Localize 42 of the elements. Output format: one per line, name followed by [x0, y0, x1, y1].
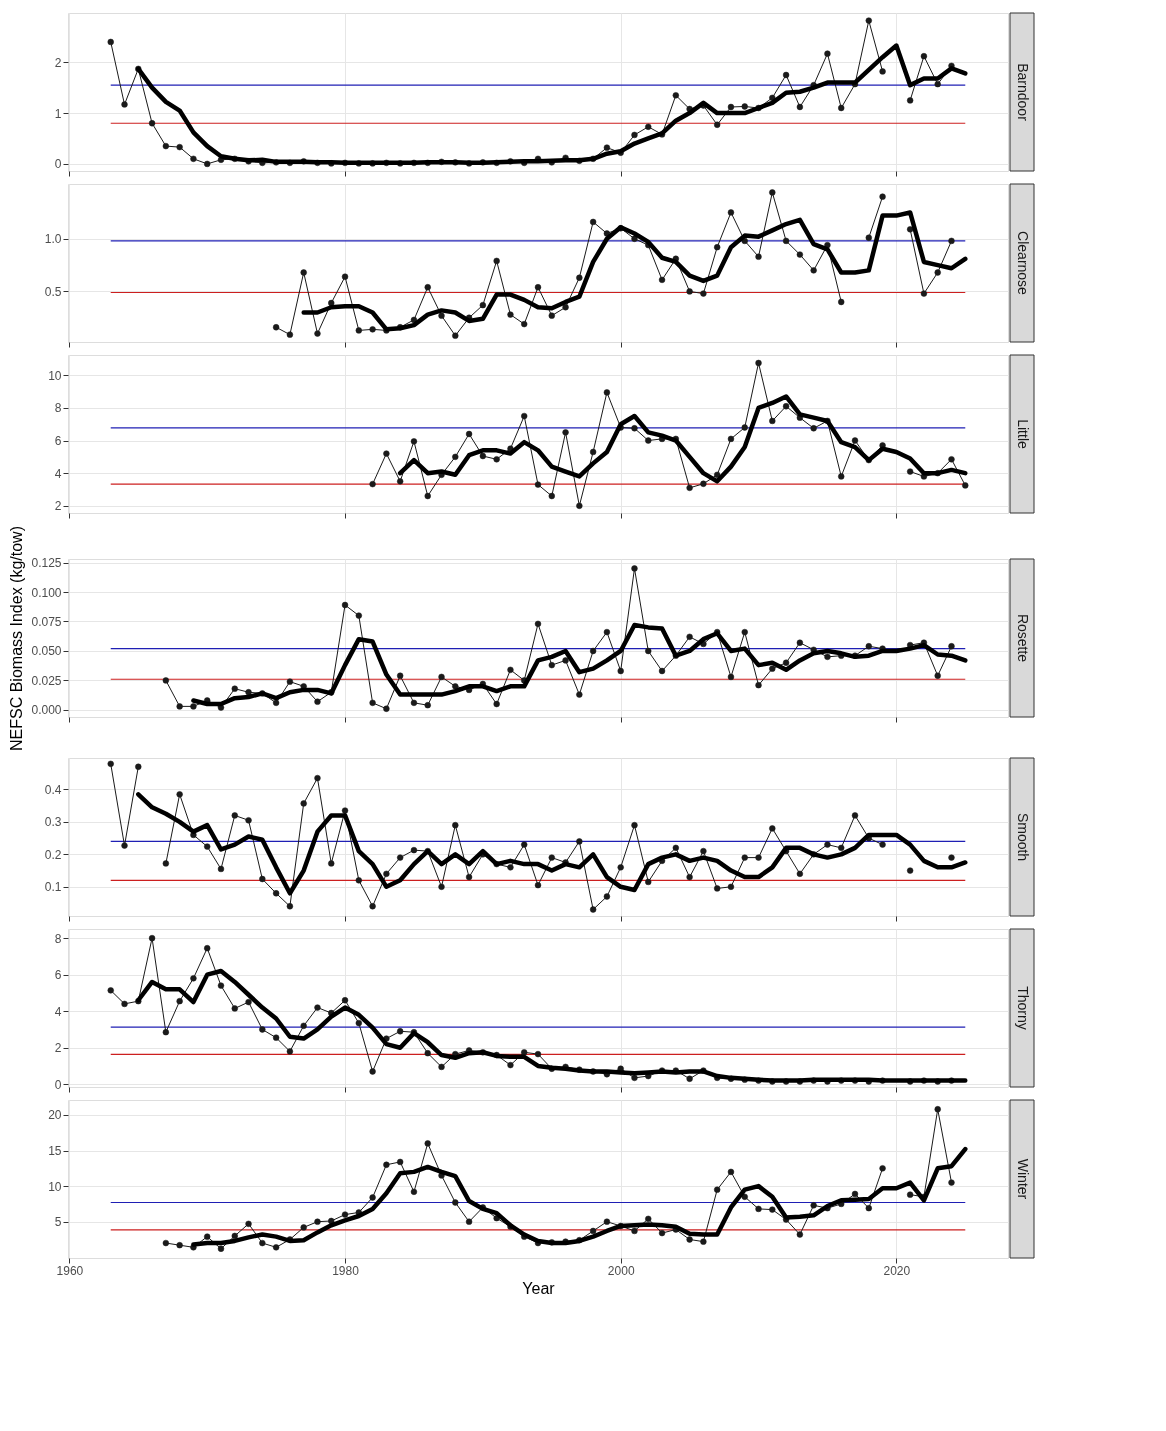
y-tick-label: 5 — [54, 1215, 62, 1230]
y-tick-label: 0.4 — [44, 782, 62, 797]
x-tick-label: 1960 — [56, 1263, 84, 1278]
y-tick-label: 6 — [54, 434, 62, 449]
y-tick-label: 10 — [48, 1179, 62, 1194]
y-tick-label: 1 — [54, 106, 62, 121]
y-tick-label: 0.050 — [31, 644, 62, 659]
x-axis-title: Year — [522, 1279, 556, 1297]
y-axis-title: NEFSC Biomass Index (kg/tow) — [8, 526, 26, 751]
y-tick-label: 0 — [54, 1077, 62, 1092]
y-tick-label: 6 — [54, 968, 62, 983]
y-tick-label: 2 — [54, 499, 62, 514]
text: Little — [1015, 419, 1031, 449]
y-tick-label: 10 — [48, 368, 62, 383]
y-tick-label: 4 — [54, 1004, 62, 1019]
y-tick-label: 8 — [54, 401, 62, 416]
y-tick-label: 0.3 — [44, 815, 62, 830]
text: Smooth — [1015, 812, 1031, 862]
x-tick-label: 2020 — [883, 1263, 911, 1278]
y-tick-label: 20 — [48, 1108, 62, 1123]
y-tick-label: 0.5 — [44, 284, 62, 299]
text: Clearnose — [1015, 231, 1031, 296]
y-tick-label: 0.2 — [44, 847, 62, 862]
y-tick-label: 2 — [54, 55, 62, 70]
y-tick-label: 8 — [54, 931, 62, 946]
y-tick-label: 0.000 — [31, 703, 62, 718]
y-tick-label: 1.0 — [44, 232, 62, 247]
y-tick-label: 0.125 — [31, 556, 62, 571]
x-tick-label: 2000 — [607, 1263, 635, 1278]
x-tick-label: 1980 — [332, 1263, 360, 1278]
text: Winter — [1015, 1158, 1031, 1200]
y-tick-label: 0 — [54, 157, 62, 172]
y-tick-label: 0.1 — [44, 880, 62, 895]
text: Rosette — [1015, 613, 1031, 663]
y-tick-label: 4 — [54, 466, 62, 481]
y-tick-label: 0.075 — [31, 614, 62, 629]
y-tick-label: 0.100 — [31, 585, 62, 600]
text: Thorny — [1015, 986, 1031, 1030]
y-tick-label: 2 — [54, 1041, 62, 1056]
y-tick-label: 15 — [48, 1144, 62, 1159]
y-tick-label: 0.025 — [31, 673, 62, 688]
text: Barndoor — [1015, 63, 1031, 122]
